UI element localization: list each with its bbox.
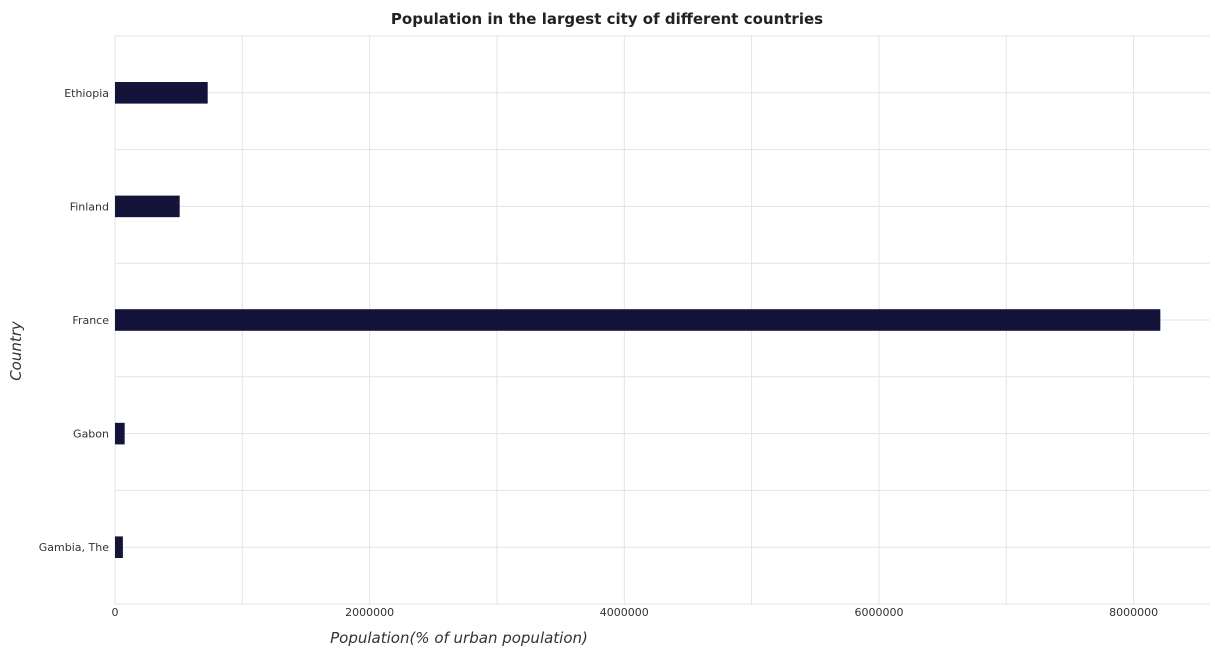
y-tick-labels: Ethiopia Finland France Gabon Gambia, The bbox=[39, 87, 109, 554]
bar-france bbox=[115, 309, 1161, 331]
x-axis-title: Population(% of urban population) bbox=[330, 629, 588, 647]
gridlines bbox=[114, 35, 1210, 605]
x-tick-label: 4000000 bbox=[600, 606, 649, 619]
y-axis-title: Country bbox=[7, 320, 25, 381]
bar-finland bbox=[115, 195, 180, 218]
x-tick-labels: 0 2000000 4000000 6000000 8000000 bbox=[112, 606, 1159, 619]
bars bbox=[115, 82, 1161, 558]
y-tick-label: Finland bbox=[70, 200, 109, 213]
y-tick-label: Gambia, The bbox=[39, 541, 109, 554]
x-tick-label: 2000000 bbox=[345, 606, 394, 619]
chart-title: Population in the largest city of differ… bbox=[391, 10, 823, 28]
bar-gabon bbox=[115, 422, 125, 445]
bar-gambia-the bbox=[115, 536, 123, 558]
y-tick-label: Gabon bbox=[73, 428, 109, 441]
y-tick-label: Ethiopia bbox=[64, 87, 109, 100]
x-tick-label: 0 bbox=[112, 606, 119, 619]
x-tick-label: 8000000 bbox=[1109, 606, 1158, 619]
bar-ethiopia bbox=[115, 82, 208, 104]
x-tick-label: 6000000 bbox=[854, 606, 903, 619]
y-tick-label: France bbox=[72, 314, 109, 327]
